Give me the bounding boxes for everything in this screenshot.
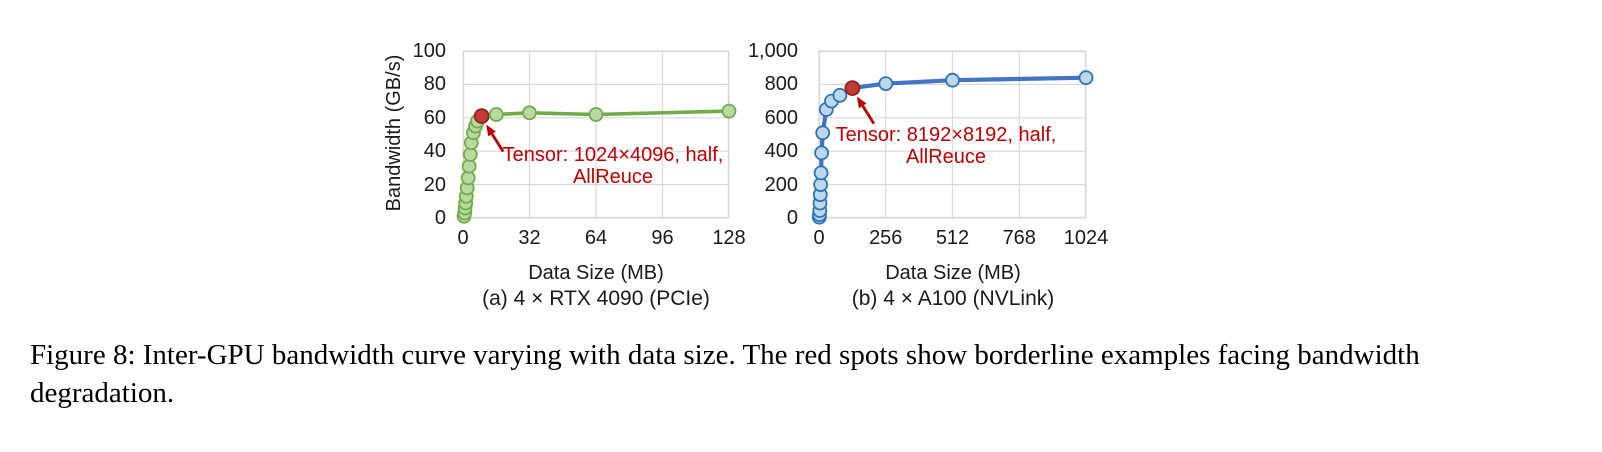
x-tick-label: 64 bbox=[584, 227, 608, 249]
x-tick-label: 32 bbox=[518, 227, 541, 249]
y-tick-label: 40 bbox=[423, 140, 446, 163]
y-tick-label: 0 bbox=[434, 207, 446, 229]
figure-caption-line1: Figure 8: Inter-GPU bandwidth curve vary… bbox=[30, 339, 1420, 371]
y-tick-label: 60 bbox=[423, 106, 446, 129]
data-point-marker bbox=[1078, 70, 1094, 86]
x-tick-label: 512 bbox=[935, 227, 970, 249]
red-highlight-point bbox=[473, 108, 490, 124]
y-tick-label: 800 bbox=[764, 73, 798, 96]
plot-svg-chart-a bbox=[456, 50, 737, 224]
annotation-tensor-a: Tensor: 1024×4096, half, AllReuce bbox=[483, 144, 743, 188]
y-axis-title-bandwidth: Bandwidth (GB/s) bbox=[383, 54, 405, 212]
x-tick-label: 0 bbox=[813, 227, 825, 249]
data-point-marker bbox=[813, 165, 829, 181]
data-point-marker bbox=[522, 105, 537, 121]
y-tick-label: 1,000 bbox=[747, 40, 798, 62]
data-point-marker bbox=[588, 107, 604, 122]
data-point-marker bbox=[815, 125, 831, 141]
plot-svg-chart-b bbox=[811, 50, 1094, 225]
chart-b-a100-plot bbox=[811, 50, 1094, 225]
figure-caption-line2: degradation. bbox=[30, 377, 175, 409]
data-point-marker bbox=[488, 107, 504, 122]
x-axis-title-a: Data Size (MB) bbox=[528, 262, 664, 284]
annotation-b-line1: Tensor: 8192×8192, half, bbox=[835, 124, 1057, 146]
data-point-marker bbox=[945, 72, 960, 88]
y-tick-label: 0 bbox=[786, 207, 798, 229]
y-tick-label: 200 bbox=[764, 173, 798, 196]
annotation-b-line2: AllReuce bbox=[905, 146, 987, 168]
x-tick-label: 128 bbox=[712, 227, 746, 249]
annotation-arrow-head bbox=[486, 124, 496, 137]
subcaption-a: (a) 4 × RTX 4090 (PCIe) bbox=[482, 287, 710, 310]
x-tick-label: 0 bbox=[457, 227, 469, 249]
figure-caption: Figure 8: Inter-GPU bandwidth curve vary… bbox=[30, 336, 1470, 412]
y-tick-label: 100 bbox=[412, 40, 446, 62]
subcaption-b: (b) 4 × A100 (NVLink) bbox=[851, 287, 1055, 310]
plot-border bbox=[463, 51, 729, 219]
red-highlight-point bbox=[844, 80, 861, 96]
y-tick-label: 600 bbox=[764, 106, 798, 129]
y-tick-label: 20 bbox=[423, 173, 446, 196]
x-tick-label: 768 bbox=[1002, 227, 1036, 249]
y-tick-label: 80 bbox=[423, 73, 446, 96]
x-tick-label: 1024 bbox=[1063, 227, 1109, 249]
annotation-arrow-shaft bbox=[490, 133, 505, 153]
y-tick-label: 400 bbox=[764, 140, 798, 163]
data-point-marker bbox=[721, 103, 737, 119]
annotation-tensor-b: Tensor: 8192×8192, half, AllReuce bbox=[816, 124, 1076, 168]
data-point-marker bbox=[832, 87, 848, 103]
x-tick-label: 96 bbox=[651, 227, 674, 249]
annotation-arrow-shaft bbox=[861, 105, 876, 125]
data-point-marker bbox=[878, 76, 894, 91]
annotation-a-line2: AllReuce bbox=[572, 166, 654, 188]
annotation-arrow-head bbox=[856, 96, 867, 109]
x-tick-label: 256 bbox=[869, 227, 903, 249]
data-point-marker bbox=[814, 145, 829, 161]
chart-a-rtx4090-plot bbox=[456, 50, 737, 224]
x-axis-title-b: Data Size (MB) bbox=[885, 262, 1021, 284]
annotation-a-line1: Tensor: 1024×4096, half, bbox=[502, 144, 724, 166]
